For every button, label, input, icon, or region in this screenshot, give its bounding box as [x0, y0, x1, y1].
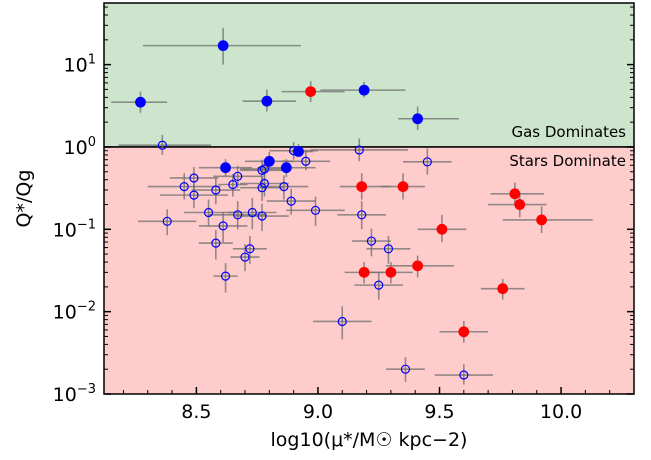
data-point-blue-open — [220, 271, 231, 281]
data-point-blue-open — [240, 252, 250, 262]
data-point-red-filled — [305, 86, 317, 98]
data-point-blue-open — [354, 145, 364, 155]
x-tick-label: 8.5 — [181, 401, 211, 423]
data-point-blue-filled — [261, 95, 273, 107]
data-point-blue-filled — [135, 96, 146, 108]
data-point-blue-open — [257, 165, 267, 175]
x-tick-label: 9.0 — [303, 401, 333, 423]
data-point-blue-filled — [358, 84, 370, 96]
y-tick-label: 100 — [64, 135, 96, 159]
data-point-red-filled — [412, 260, 424, 272]
data-point-blue-filled — [412, 113, 424, 125]
data-point-blue-open — [157, 140, 167, 150]
data-point-blue-open — [374, 280, 384, 290]
data-point-red-filled — [458, 326, 470, 338]
data-point-blue-open — [422, 157, 432, 167]
data-point-blue-open — [203, 207, 214, 218]
data-point-blue-filled — [280, 162, 292, 174]
data-point-red-filled — [509, 188, 521, 200]
data-point-blue-open — [211, 185, 221, 195]
data-point-blue-open — [228, 179, 238, 190]
data-point-blue-open — [245, 244, 255, 254]
data-point-blue-open — [247, 207, 257, 218]
data-point-blue-open — [286, 196, 296, 206]
data-point-red-filled — [397, 181, 409, 193]
data-point-red-filled — [536, 214, 548, 226]
y-tick-label: 10−1 — [53, 217, 96, 241]
data-point-blue-open — [301, 156, 311, 166]
data-point-blue-open — [383, 244, 394, 254]
data-point-red-filled — [514, 199, 526, 210]
data-point-red-filled — [497, 283, 509, 295]
data-point-blue-open — [233, 171, 243, 181]
data-point-blue-open — [279, 182, 289, 192]
data-point-red-filled — [356, 181, 368, 193]
gas-dominates-label: Gas Dominates — [511, 123, 626, 141]
stars-dominate-label: Stars Dominate — [509, 152, 626, 170]
data-point-blue-open — [259, 164, 270, 174]
data-point-blue-open — [337, 316, 347, 327]
plot-frame — [103, 2, 635, 395]
data-point-blue-open — [459, 370, 469, 380]
data-point-blue-open — [189, 190, 199, 200]
data-point-blue-open — [289, 146, 299, 156]
data-point-blue-open — [310, 205, 321, 215]
data-point-blue-open — [162, 216, 172, 226]
data-point-red-filled — [436, 223, 448, 235]
x-axis-title: log10(μ*/M☉ kpc−2) — [271, 429, 468, 451]
data-point-blue-filled — [217, 40, 229, 52]
x-tick-label: 9.5 — [424, 401, 454, 423]
data-point-blue-open — [400, 364, 411, 374]
data-point-blue-open — [218, 221, 228, 231]
data-point-red-filled — [358, 266, 370, 278]
data-point-blue-filled — [263, 155, 275, 167]
y-tick-label: 10−2 — [53, 300, 96, 324]
gas-region — [104, 3, 634, 147]
data-point-blue-open — [233, 210, 243, 220]
y-tick-label: 101 — [64, 53, 96, 77]
data-point-blue-open — [179, 182, 189, 192]
data-point-blue-filled — [220, 162, 231, 174]
data-point-blue-open — [257, 211, 267, 221]
data-point-blue-open — [366, 236, 377, 246]
axis-ticks: 8.5 9.0 9.5 10.0 10−3 10−2 10−1 100 101 — [53, 6, 634, 423]
data-point-blue-open — [211, 238, 221, 248]
y-tick-label: 10−3 — [53, 382, 96, 406]
data-point-red-filled — [385, 266, 397, 278]
x-tick-label: 10.0 — [540, 401, 582, 423]
y-axis-title: Q*/Qg — [13, 170, 35, 228]
data-point-blue-open — [189, 173, 199, 183]
data-point-blue-open — [357, 210, 367, 220]
data-point-blue-open — [259, 178, 270, 189]
data-points — [135, 40, 548, 380]
